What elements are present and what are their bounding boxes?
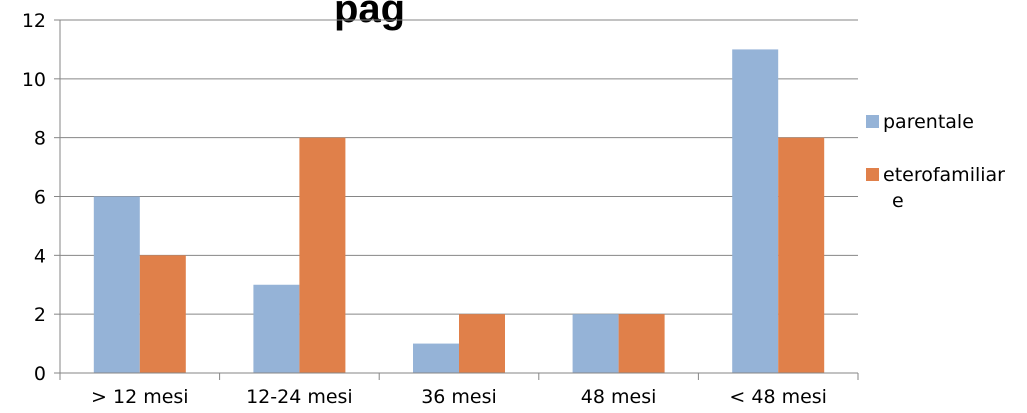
- bar-parentale-4: [732, 49, 779, 374]
- bars: [93, 49, 825, 374]
- x-tick-label: > 12 mesi: [91, 386, 189, 408]
- y-tick-label: 4: [34, 245, 46, 267]
- legend-swatch-eterofamiliare: [866, 168, 879, 181]
- y-tick-label: 0: [34, 363, 46, 385]
- y-tick-label: 6: [34, 187, 46, 209]
- bar-eterofamiliare-0: [139, 255, 186, 373]
- legend: parentale eterofamiliar e: [866, 111, 1005, 212]
- x-tick-label: 12-24 mesi: [246, 386, 353, 408]
- gridlines: [60, 19, 858, 315]
- x-axis-labels: > 12 mesi 12-24 mesi 36 mesi 48 mesi < 48 me…: [91, 386, 827, 408]
- bar-parentale-1: [253, 284, 300, 373]
- y-tick-label: 2: [34, 304, 46, 326]
- chart-title-fragment: pag: [334, 0, 405, 31]
- bar-parentale-0: [93, 196, 140, 373]
- bar-eterofamiliare-2: [459, 314, 505, 373]
- y-tick-label: 8: [34, 128, 46, 150]
- bar-parentale-3: [572, 314, 619, 373]
- bar-eterofamiliare-1: [299, 137, 346, 373]
- x-tick-label: 36 mesi: [421, 386, 497, 408]
- y-tick-label: 10: [22, 69, 46, 91]
- y-tick-label: 12: [22, 10, 46, 32]
- x-tick-label: < 48 mesi: [729, 386, 827, 408]
- bar-parentale-2: [413, 343, 459, 373]
- axes: [59, 20, 859, 380]
- x-tick-label: 48 mesi: [581, 386, 657, 408]
- y-axis-ticks: 0 2 4 6 8 10 12: [22, 10, 60, 385]
- legend-label-eterofamiliare: eterofamiliar: [883, 164, 1005, 186]
- bar-eterofamiliare-3: [618, 314, 665, 373]
- legend-swatch-parentale: [866, 115, 879, 128]
- bar-eterofamiliare-4: [778, 137, 825, 373]
- legend-label-parentale: parentale: [883, 111, 974, 133]
- legend-label-eterofamiliare-cont: e: [892, 190, 904, 212]
